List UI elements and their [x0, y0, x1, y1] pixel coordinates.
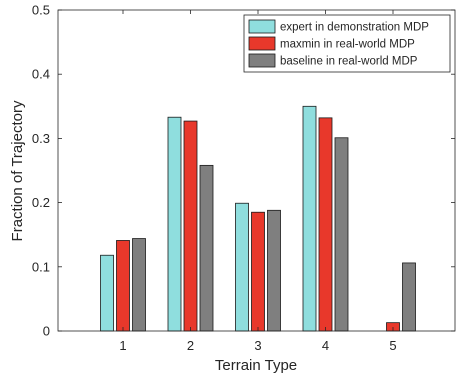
x-tick-label: 2: [187, 338, 194, 353]
ticks-group: 0 0.1 0.2 0.3 0.4 0.5 1 2 3 4 5: [32, 3, 455, 353]
y-tick-label: 0.2: [32, 195, 50, 210]
legend-box: [243, 14, 451, 73]
x-tick-label: 1: [119, 338, 126, 353]
bar-cat1-series2: [116, 240, 130, 332]
bar-cat3-series2: [251, 211, 265, 332]
legend-swatch-series2: [248, 36, 276, 51]
x-tick-label: 3: [254, 338, 261, 353]
bar-cat5-series3: [402, 262, 416, 332]
bar-cat4-series3: [334, 137, 349, 332]
legend-swatch-series3: [248, 53, 276, 68]
y-axis-label: Fraction of Trajectory: [9, 100, 26, 241]
y-tick-label: 0.1: [32, 259, 50, 274]
axes-group: [57, 9, 456, 332]
bar-cat3-series1: [235, 202, 249, 332]
x-tick-label: 4: [322, 338, 329, 353]
legend-label-series1: expert in demonstration MDP: [280, 22, 429, 34]
y-tick-label: 0.3: [32, 131, 50, 146]
axes-box: [57, 9, 456, 332]
legend-label-series2: maxmin in real-world MDP: [280, 39, 415, 51]
legend: expert in demonstration MDP maxmin in rea…: [243, 14, 451, 73]
bar-cat3-series3: [267, 209, 281, 332]
bar-cat1-series1: [100, 254, 114, 332]
bar-cat2-series2: [183, 120, 198, 332]
x-axis-label: Terrain Type: [215, 357, 297, 374]
y-tick-label: 0: [43, 324, 50, 339]
bar-cat4-series1: [302, 105, 317, 332]
legend-swatch-series1: [248, 19, 276, 34]
bar-cat2-series3: [199, 164, 214, 332]
y-tick-label: 0.4: [32, 67, 50, 82]
bar-cat1-series3: [132, 238, 146, 332]
bar-cat4-series2: [318, 117, 333, 332]
y-tick-label: 0.5: [32, 3, 50, 18]
bars-group: [100, 105, 416, 332]
legend-label-series3: baseline in real-world MDP: [280, 56, 418, 68]
x-tick-label: 5: [389, 338, 396, 353]
bar-cat2-series1: [167, 116, 182, 332]
